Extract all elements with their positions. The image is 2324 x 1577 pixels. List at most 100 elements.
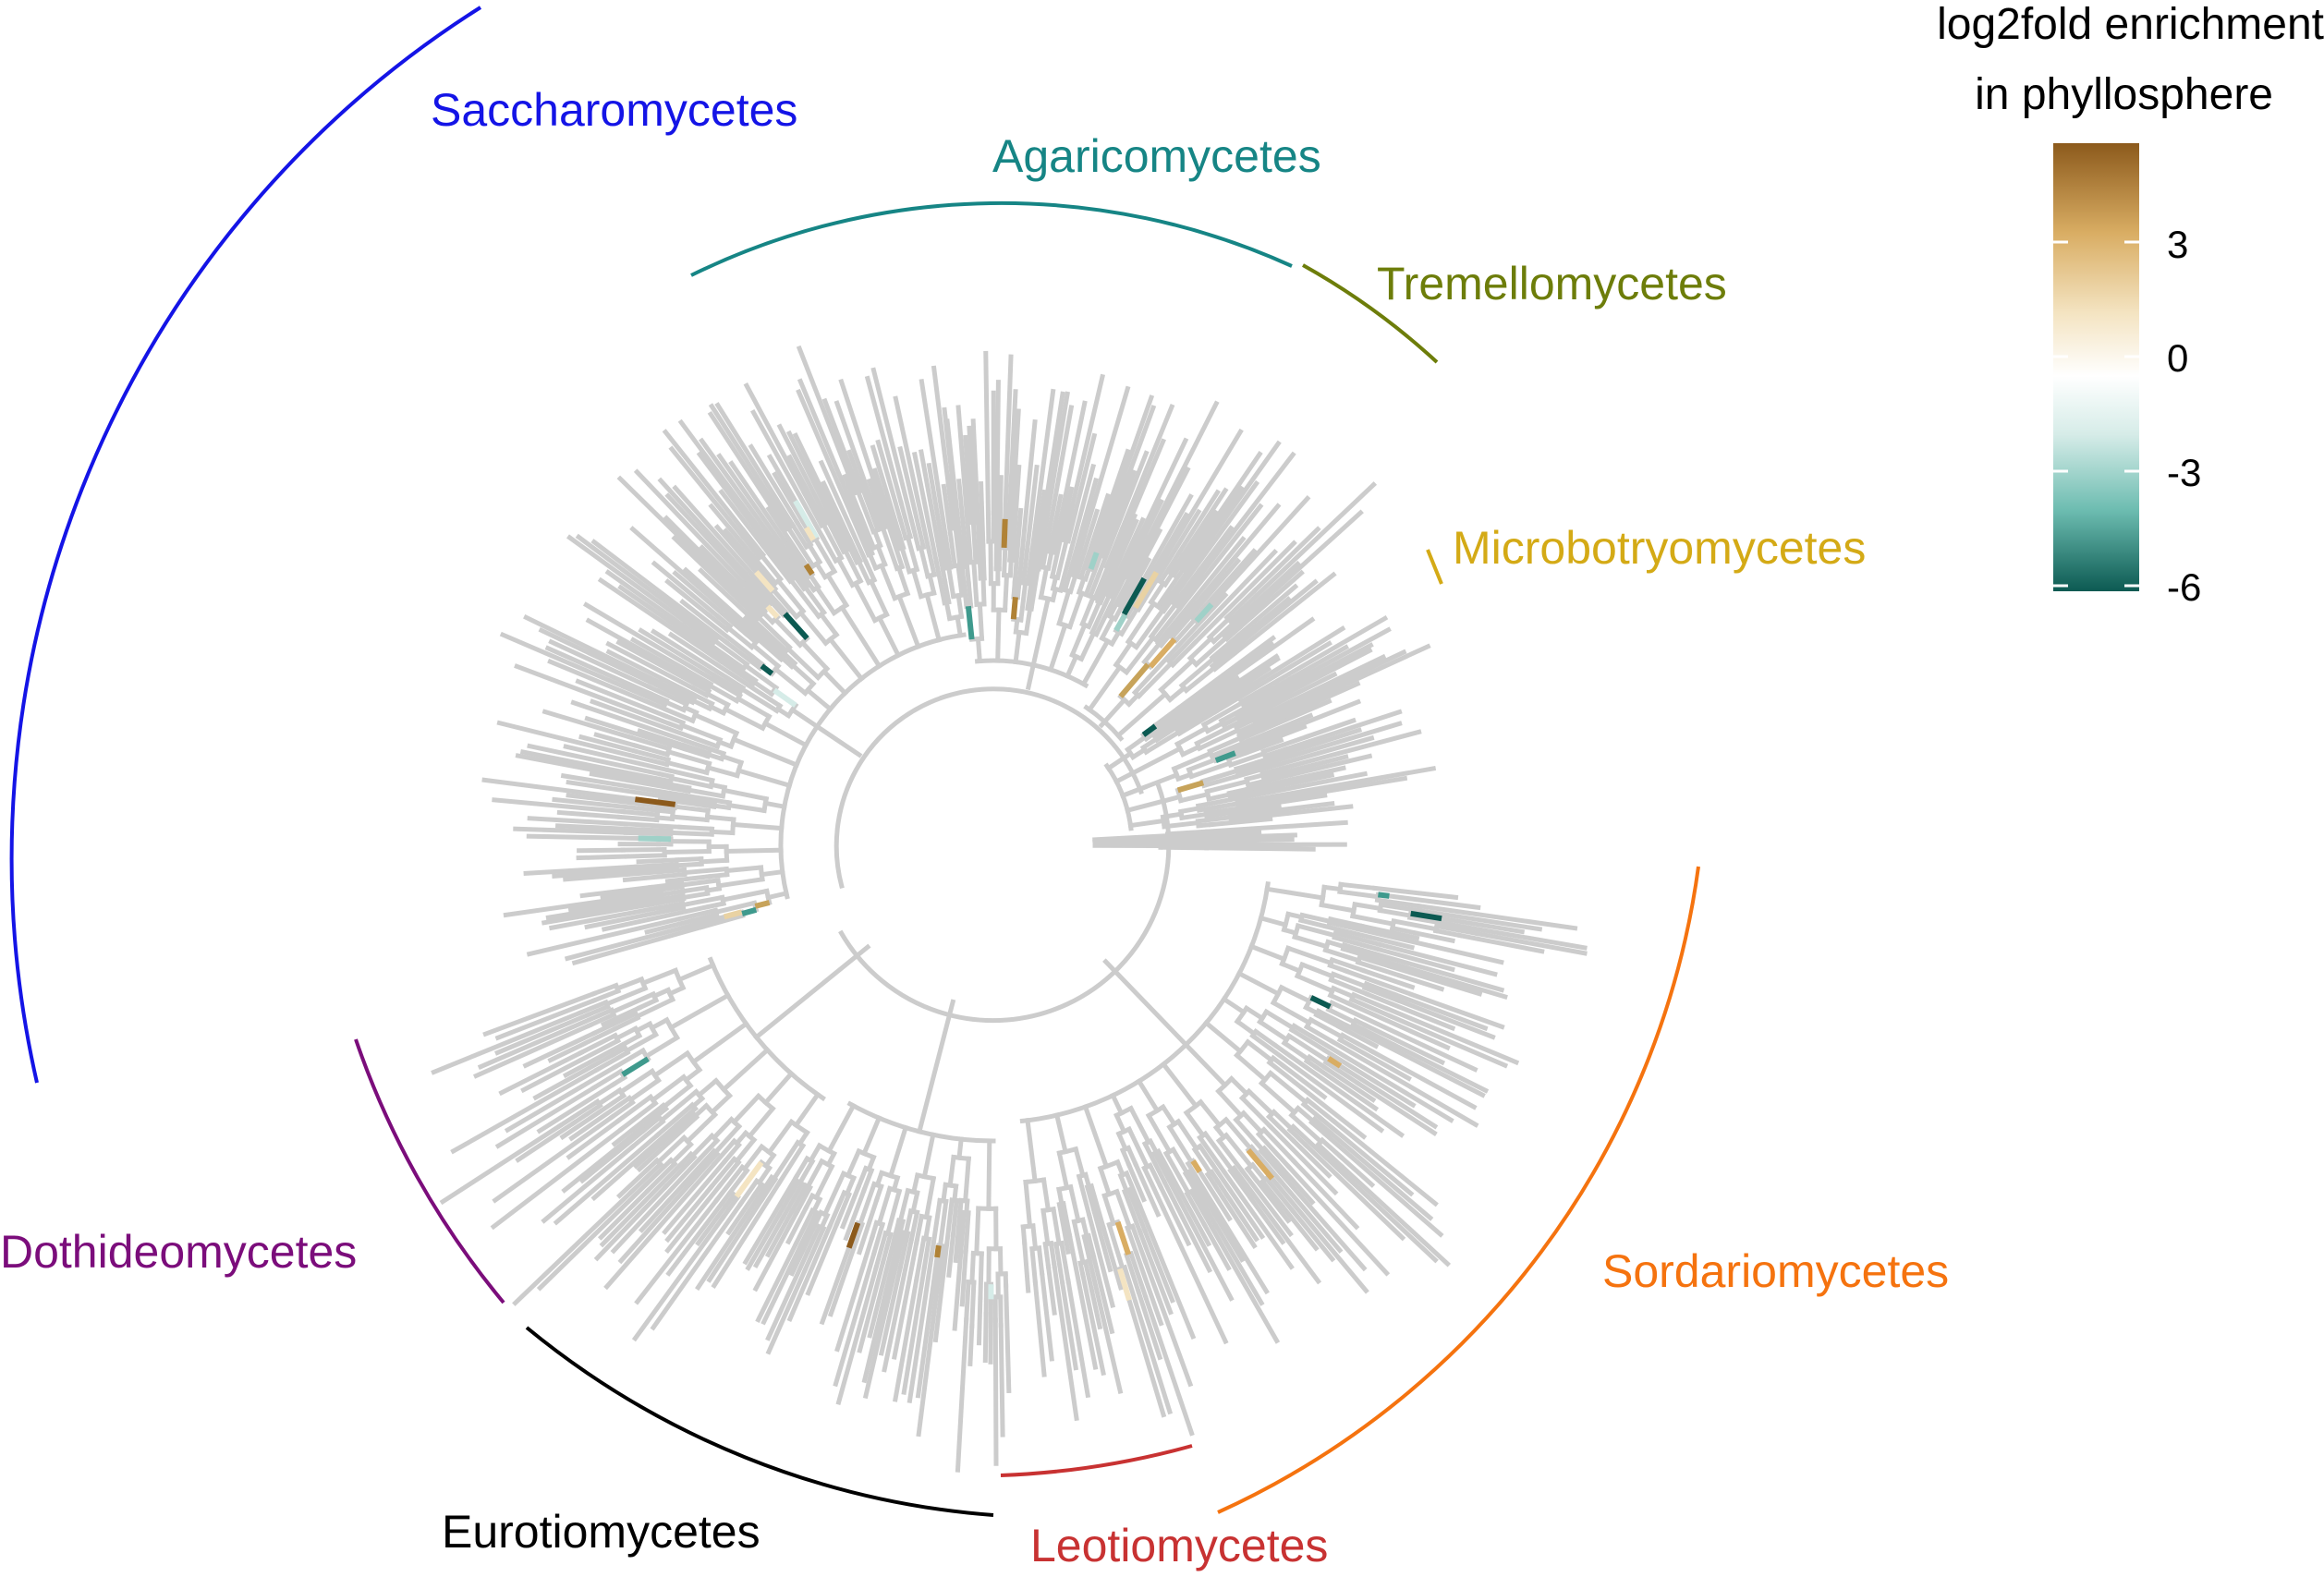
tree-branch [492,797,627,815]
tree-branch [575,678,669,720]
tree-branch [773,512,790,533]
tree-branch [1227,787,1262,799]
tree-branch [504,1063,618,1134]
tree-branch [667,773,675,784]
tree-branch [834,555,856,588]
tree-branch [677,419,780,555]
tree-branch [905,1187,920,1196]
tree-branch [552,796,661,813]
tree-branch [943,531,954,570]
tree-branch [1074,549,1088,579]
tree-branch [1178,564,1188,574]
tree-branch [1184,695,1226,724]
tree-branch [1236,716,1281,740]
tree-branch [955,563,965,598]
tree-branch [672,804,711,814]
tree-branch [905,534,920,573]
tree-branch [1090,1253,1115,1335]
tree-branch [1160,814,1167,830]
tree-branch [614,976,645,992]
tree-branch [1062,555,1077,593]
tree-branch [800,583,810,592]
tree-branch [758,865,765,882]
tree-branch [662,1158,729,1235]
tree-branch [1341,941,1365,953]
tree-branch [1077,556,1090,581]
tree-branch [750,678,775,698]
tree-branch [605,640,698,692]
enriched-branch [1141,723,1158,737]
tree-branch [611,1047,647,1071]
tree-branch [1327,985,1337,999]
tree-branch [663,515,736,587]
tree-branch [618,1032,643,1049]
tree-branch [1286,1126,1309,1149]
tree-branch [637,728,687,748]
tree-branch [726,802,767,814]
tree-branch [1265,1113,1296,1144]
tree-branch [1360,967,1416,990]
tree-branch [738,685,781,714]
tree-branch [1320,1063,1377,1103]
tree-branch [644,917,697,935]
tree-branch [656,900,686,911]
tree-branch [663,884,685,892]
tree-branch [679,894,725,908]
tree-branch [876,614,902,659]
enriched-branch [1194,602,1214,624]
tree-branch [1067,1183,1081,1224]
tree-branch [922,1215,932,1242]
tree-branch [813,584,838,616]
tree-branch [1271,1109,1296,1133]
tree-branch [1174,727,1183,737]
tree-branch [545,895,670,921]
tree-branch [1308,1115,1319,1126]
tree-branch [1127,547,1150,583]
tree-branch [665,1189,734,1277]
tree-branch [1265,1109,1278,1121]
tree-branch [970,419,982,550]
tree-branch [810,583,821,593]
tree-branch [1180,830,1262,839]
tree-branch [602,999,611,1010]
tree-branch [1206,792,1233,802]
tree-branch [536,1081,617,1134]
tree-branch [849,514,872,558]
tree-branch [1209,1225,1281,1344]
tree-branch [1062,587,1074,595]
tree-branch [884,1188,903,1237]
tree-branch [806,541,823,565]
tree-branch [1096,529,1111,558]
tree-branch [1141,1162,1154,1171]
tree-branch [1113,1105,1135,1119]
tree-branch [1171,750,1214,772]
tree-branch [1064,653,1079,680]
tree-branch [1158,685,1174,703]
tree-branch [1092,832,1171,843]
tree-branch [669,785,691,795]
label-agaricomycetes: Agaricomycetes [992,130,1321,182]
tree-branch [585,1003,611,1018]
tree-branch [993,524,1000,572]
tree-branch [1297,912,1306,924]
tree-branch [1352,902,1383,912]
tree-branch [566,793,643,807]
tree-branch [1209,737,1252,759]
tree-branch [1303,994,1315,1011]
tree-branch [815,609,827,620]
tree-branch [1223,1132,1255,1170]
tree-branch [1202,1019,1244,1055]
tree-branch [584,715,688,752]
enriched-branch [1088,552,1100,570]
tree-branch [626,890,664,901]
tree-branch [564,914,727,962]
tree-branch [1083,552,1104,598]
enriched-branch [754,570,775,593]
tree-branch [906,566,920,575]
tree-branch [1175,708,1220,737]
tree-branch [631,1215,726,1342]
tree-branch [1196,1168,1233,1222]
tree-branch [1186,654,1200,668]
tree-branch [553,1131,662,1226]
tree-branch [1279,945,1292,967]
